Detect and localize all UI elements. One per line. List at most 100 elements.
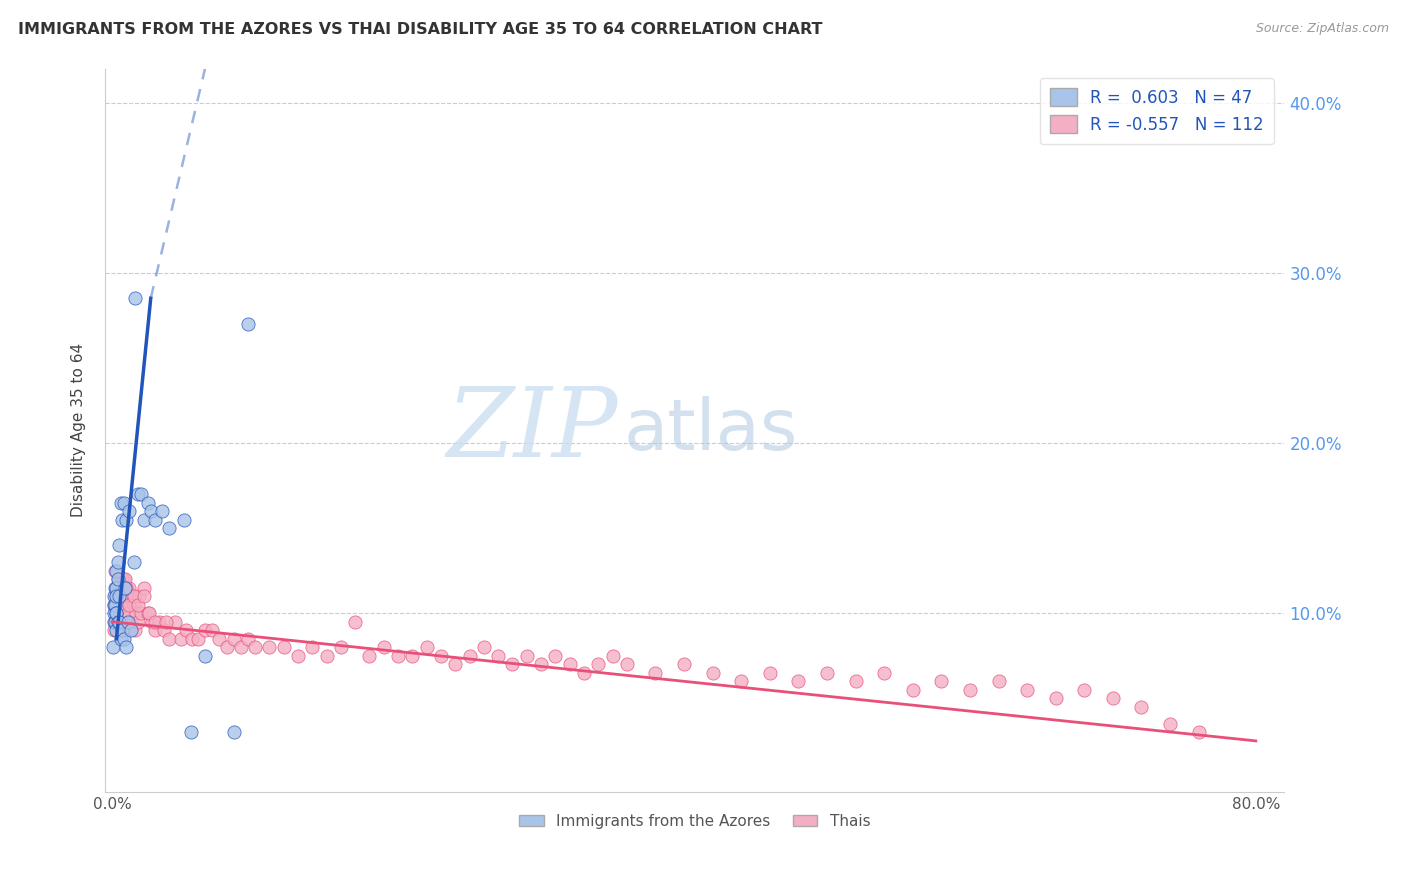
Point — [873, 665, 896, 680]
Point — [114, 624, 136, 638]
Point — [112, 572, 135, 586]
Point — [301, 640, 323, 655]
Point — [103, 589, 125, 603]
Point — [458, 648, 481, 663]
Point — [117, 615, 139, 629]
Point — [105, 564, 128, 578]
Point — [572, 665, 595, 680]
Y-axis label: Disability Age 35 to 64: Disability Age 35 to 64 — [72, 343, 86, 517]
Point — [129, 487, 152, 501]
Text: ZIP: ZIP — [447, 384, 619, 477]
Point — [901, 682, 924, 697]
Point — [125, 606, 148, 620]
Point — [105, 606, 128, 620]
Point — [105, 589, 128, 603]
Point — [1159, 717, 1181, 731]
Point — [959, 682, 981, 697]
Point — [387, 648, 409, 663]
Point — [170, 632, 193, 646]
Point — [115, 589, 138, 603]
Point — [987, 674, 1010, 689]
Point — [107, 572, 129, 586]
Point — [430, 648, 453, 663]
Point — [108, 572, 131, 586]
Point — [315, 648, 337, 663]
Point — [108, 606, 131, 620]
Point — [104, 581, 127, 595]
Point — [229, 640, 252, 655]
Point — [115, 513, 138, 527]
Point — [143, 513, 166, 527]
Point — [112, 495, 135, 509]
Point — [236, 632, 259, 646]
Point — [122, 589, 145, 603]
Point — [110, 589, 132, 603]
Point — [120, 615, 142, 629]
Point — [103, 615, 125, 629]
Point — [138, 606, 160, 620]
Point — [110, 632, 132, 646]
Point — [243, 640, 266, 655]
Point — [931, 674, 953, 689]
Point — [112, 598, 135, 612]
Point — [118, 504, 141, 518]
Point — [501, 657, 523, 672]
Point — [1102, 691, 1125, 706]
Point — [128, 589, 150, 603]
Point — [103, 598, 125, 612]
Point — [104, 615, 127, 629]
Point — [107, 572, 129, 586]
Point — [259, 640, 281, 655]
Point — [329, 640, 352, 655]
Point — [122, 598, 145, 612]
Point — [124, 624, 146, 638]
Point — [108, 615, 131, 629]
Point — [114, 572, 136, 586]
Point — [758, 665, 780, 680]
Point — [108, 589, 131, 603]
Point — [602, 648, 624, 663]
Point — [127, 615, 149, 629]
Point — [730, 674, 752, 689]
Point — [1188, 725, 1211, 739]
Point — [110, 615, 132, 629]
Point — [544, 648, 567, 663]
Point — [136, 495, 159, 509]
Text: Source: ZipAtlas.com: Source: ZipAtlas.com — [1256, 22, 1389, 36]
Point — [107, 615, 129, 629]
Point — [558, 657, 581, 672]
Point — [120, 624, 142, 638]
Point — [143, 615, 166, 629]
Point — [129, 606, 152, 620]
Point — [163, 615, 186, 629]
Point — [150, 504, 173, 518]
Point — [157, 521, 180, 535]
Point — [530, 657, 553, 672]
Point — [117, 606, 139, 620]
Point — [444, 657, 467, 672]
Point — [815, 665, 838, 680]
Point — [132, 589, 155, 603]
Point — [101, 640, 124, 655]
Point — [486, 648, 509, 663]
Point — [104, 564, 127, 578]
Point — [124, 291, 146, 305]
Point — [273, 640, 295, 655]
Point — [132, 513, 155, 527]
Point — [107, 589, 129, 603]
Point — [104, 615, 127, 629]
Point — [208, 632, 231, 646]
Point — [586, 657, 609, 672]
Point — [104, 589, 127, 603]
Point — [1017, 682, 1039, 697]
Point — [644, 665, 666, 680]
Point — [287, 648, 309, 663]
Point — [472, 640, 495, 655]
Point — [115, 615, 138, 629]
Point — [215, 640, 238, 655]
Point — [111, 581, 134, 595]
Point — [373, 640, 395, 655]
Point — [104, 606, 127, 620]
Point — [108, 581, 131, 595]
Point — [157, 632, 180, 646]
